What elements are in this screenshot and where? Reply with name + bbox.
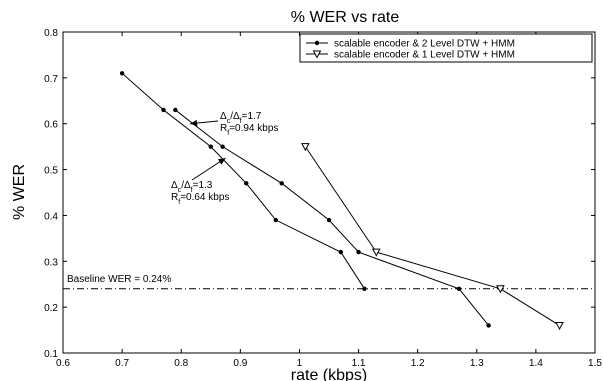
y-axis-ticks: 0.1 0.2 0.3 0.4 0.5 0.6 0.7 0.8	[44, 28, 595, 360]
legend-box	[299, 33, 593, 63]
y-tick-label: 0.4	[44, 211, 58, 222]
series-2-point	[371, 248, 381, 257]
x-tick-label: 1.2	[411, 358, 425, 369]
y-tick-label: 0.1	[44, 349, 58, 360]
x-tick-label: 1.5	[588, 358, 602, 369]
series-1-point	[279, 181, 284, 186]
annotation-rate: Rf=0.64 kbps	[171, 192, 229, 206]
legend-label: scalable encoder & 1 Level DTW + HMM	[334, 50, 515, 61]
y-tick-label: 0.7	[44, 74, 58, 85]
annotation-text-part: R	[220, 123, 227, 134]
x-tick-label: 1.3	[470, 358, 484, 369]
annotation-text-part: Δ	[184, 180, 191, 191]
y-tick-label: 0.5	[44, 166, 58, 177]
series-1-point	[486, 323, 491, 328]
x-tick-label: 0.8	[174, 358, 188, 369]
series-2-point	[496, 285, 505, 294]
series-1-point	[220, 144, 225, 149]
series-2-point	[555, 321, 564, 331]
annotation-subscript: c	[178, 187, 182, 194]
series-1-point	[273, 217, 278, 223]
series-2-line	[304, 146, 560, 326]
series-1-point	[173, 107, 178, 113]
series-1-point	[338, 249, 344, 255]
annotation-ratio: Δc/Δf=1.3	[171, 180, 213, 194]
legend-label: scalable encoder & 2 Level DTW + HMM	[334, 39, 515, 50]
annotation-arrow-head	[217, 158, 226, 165]
series-1-point	[161, 107, 166, 113]
y-tick-label: 0.6	[44, 120, 58, 131]
x-tick-label: 1	[297, 358, 303, 369]
x-tick-label: 0.9	[233, 358, 247, 369]
legend-triangle-marker	[312, 50, 322, 59]
annotation-text-part: =1.7	[242, 111, 262, 122]
annotation-subscript: f	[178, 199, 180, 206]
annotation-rate: Rf=0.94 kbps	[220, 123, 278, 137]
series-1-point	[326, 217, 332, 223]
x-tick-label: 0.6	[56, 358, 70, 369]
series-2-point	[301, 143, 310, 152]
x-tick-label: 0.7	[115, 358, 129, 369]
series-1-point	[208, 144, 213, 149]
x-tick-label: 1.1	[352, 358, 366, 369]
chart-title: % WER vs rate	[291, 9, 400, 26]
y-tick-label: 0.3	[44, 257, 58, 268]
y-axis-title: % WER	[11, 164, 28, 220]
annotation-text-part: =0.94 kbps	[229, 123, 278, 134]
y-tick-label: 0.2	[44, 303, 58, 314]
annotation-text-part: Δ	[233, 111, 240, 122]
annotation-slash: /	[230, 111, 233, 122]
annotation-ratio: Δc/Δf=1.7	[220, 111, 262, 125]
annotation-text-part: =1.3	[193, 180, 213, 191]
series-1-point	[244, 181, 249, 186]
legend-dot-marker	[314, 40, 320, 46]
x-axis-title: rate (kbps)	[291, 367, 367, 381]
series-1-point	[456, 286, 462, 291]
legend: scalable encoder & 2 Level DTW + HMMscal…	[299, 33, 593, 63]
x-tick-label: 1.4	[529, 358, 543, 369]
annotation-text-part: =0.64 kbps	[180, 192, 229, 203]
annotation-subscript: f	[227, 130, 229, 137]
x-axis-ticks: 0.6 0.7 0.8 0.9 1 1.1 1.2 1.3 1.4 1.5	[56, 32, 602, 369]
series-1-point	[362, 286, 367, 291]
series-1-line	[175, 109, 489, 326]
annotation-subscript: c	[227, 118, 231, 125]
series-group	[119, 71, 564, 331]
annotation-text-part: Δ	[171, 180, 178, 191]
annotation-text-part: R	[171, 192, 178, 203]
annotation-text-part: Δ	[220, 111, 227, 122]
y-tick-label: 0.8	[44, 28, 58, 39]
plot-area	[62, 31, 596, 354]
baseline-label: Baseline WER = 0.24%	[67, 274, 171, 285]
baseline-group: Baseline WER = 0.24%	[63, 274, 595, 290]
series-1-point	[356, 249, 361, 255]
annotation-arrow-head	[190, 119, 198, 127]
series-1-point	[119, 71, 125, 76]
annotation-subscript: f	[191, 187, 193, 194]
annotation-slash: /	[181, 180, 184, 191]
annotation-subscript: f	[240, 118, 242, 125]
